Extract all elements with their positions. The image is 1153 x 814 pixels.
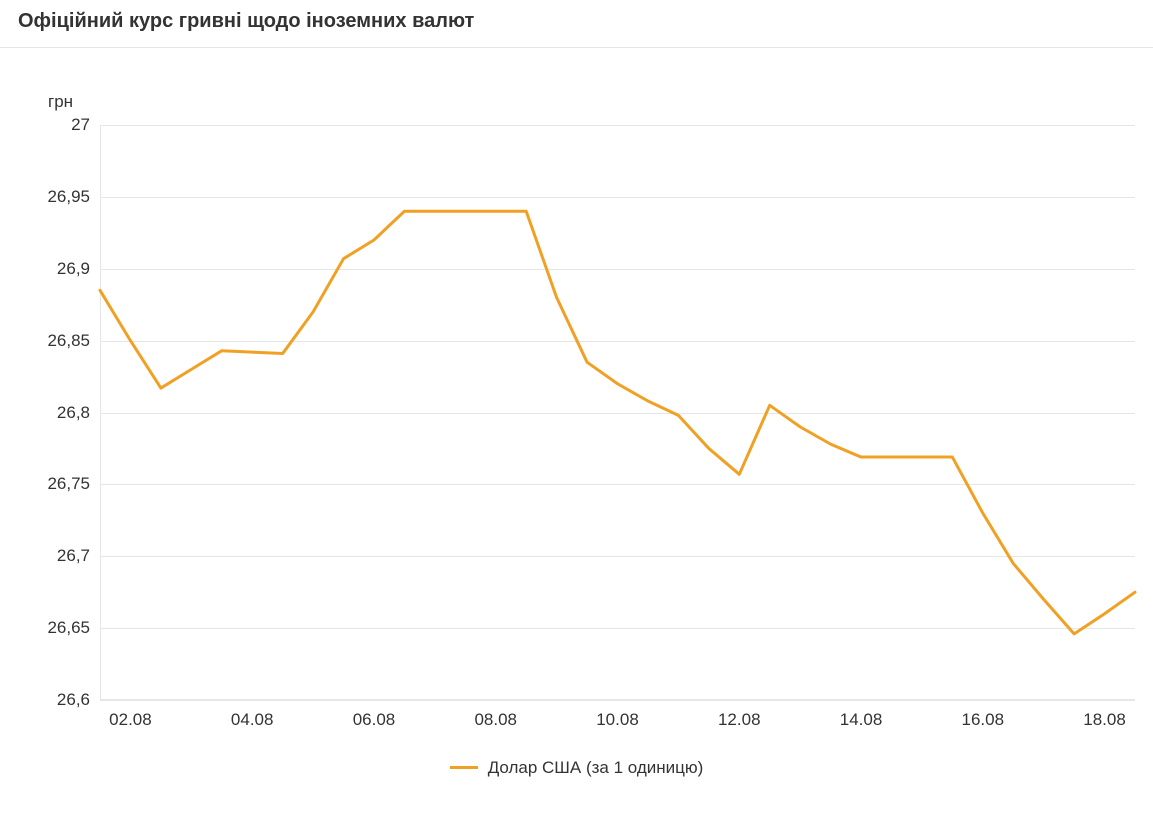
x-tick-label: 10.08 [596, 700, 639, 730]
x-tick-label: 06.08 [353, 700, 396, 730]
y-tick-label: 26,6 [57, 690, 100, 710]
series-svg [100, 125, 1135, 700]
y-tick-label: 26,75 [47, 474, 100, 494]
x-tick-label: 12.08 [718, 700, 761, 730]
x-tick-label: 08.08 [474, 700, 517, 730]
title-divider [0, 47, 1153, 48]
x-tick-label: 02.08 [109, 700, 152, 730]
y-tick-label: 26,65 [47, 618, 100, 638]
y-tick-label: 26,9 [57, 259, 100, 279]
series-line-usd [100, 211, 1135, 634]
y-tick-label: 26,7 [57, 546, 100, 566]
x-tick-label: 18.08 [1083, 700, 1126, 730]
x-tick-label: 16.08 [962, 700, 1005, 730]
x-tick-label: 14.08 [840, 700, 883, 730]
y-tick-label: 26,85 [47, 331, 100, 351]
y-tick-label: 27 [71, 115, 100, 135]
page-root: Офіційний курс гривні щодо іноземних вал… [0, 0, 1153, 814]
legend-swatch [450, 766, 478, 769]
y-axis-unit-label: грн [48, 92, 73, 112]
plot-area: 26,626,6526,726,7526,826,8526,926,952702… [100, 125, 1135, 700]
chart-title: Офіційний курс гривні щодо іноземних вал… [0, 0, 1153, 47]
legend-series-label: Долар США (за 1 одиницю) [488, 758, 704, 778]
y-tick-label: 26,8 [57, 403, 100, 423]
legend-item: Долар США (за 1 одиницю) [450, 758, 704, 778]
x-tick-label: 04.08 [231, 700, 274, 730]
y-tick-label: 26,95 [47, 187, 100, 207]
legend: Долар США (за 1 одиницю) [0, 756, 1153, 778]
